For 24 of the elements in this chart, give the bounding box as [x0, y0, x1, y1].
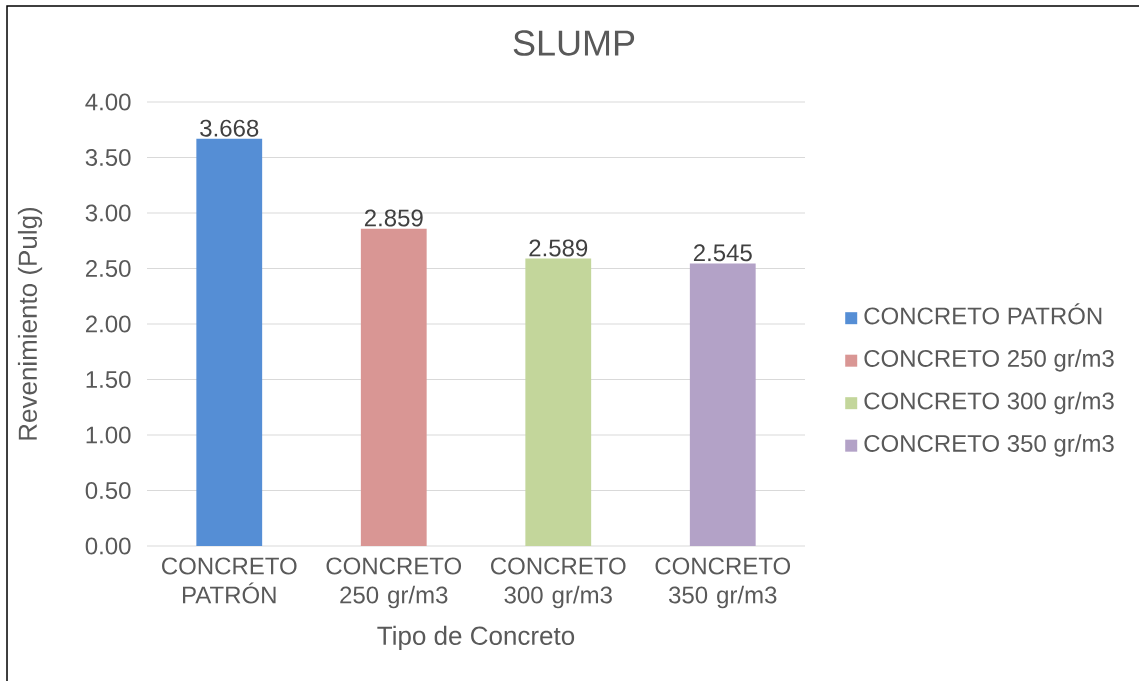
- y-tick-label: 0.00: [85, 537, 131, 555]
- data-label: 2.545: [693, 244, 752, 262]
- x-tick-label: CONCRETO 350 gr/m3: [655, 557, 791, 609]
- y-tick-label: 0.50: [85, 481, 131, 499]
- legend-label: CONCRETO 350 gr/m3: [864, 434, 1114, 457]
- y-tick-label: 4.00: [85, 93, 131, 111]
- y-tick-label: 2.00: [85, 315, 131, 333]
- x-tick-label: CONCRETO PATRÓN: [162, 557, 297, 604]
- chart-title: SLUMP: [513, 30, 635, 56]
- y-tick-label: 1.00: [86, 426, 131, 444]
- legend-label: CONCRETO 300 gr/m3: [864, 391, 1114, 415]
- x-tick-label: CONCRETO 250 gr/m3: [326, 557, 462, 609]
- data-label: 2.859: [364, 209, 423, 227]
- y-tick-label: 3.50: [85, 148, 131, 166]
- legend-label: CONCRETO 250 gr/m3: [864, 349, 1114, 372]
- y-axis-title: Revenimiento (Pulg): [17, 207, 43, 440]
- y-tick-label: 1.50: [86, 370, 131, 388]
- x-axis-title: Tipo de Concreto: [377, 625, 575, 651]
- legend-label: CONCRETO PATRÓN: [864, 303, 1102, 325]
- data-label: 2.589: [529, 239, 588, 257]
- data-label: 3.668: [200, 119, 259, 137]
- y-tick-label: 2.50: [85, 259, 131, 277]
- x-tick-label: CONCRETO 300 gr/m3: [491, 557, 626, 609]
- y-tick-label: 3.00: [85, 204, 131, 222]
